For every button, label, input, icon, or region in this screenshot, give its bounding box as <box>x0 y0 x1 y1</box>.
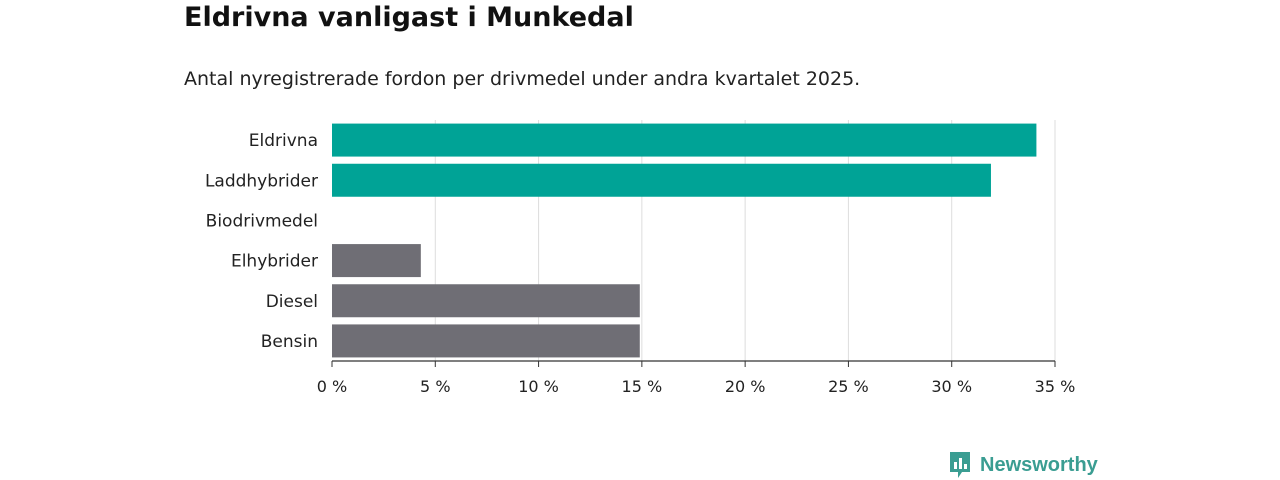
bar-chart: 0 % 5 % 10 % 15 % 20 % 25 % 30 % 35 % Eldrivna L… <box>205 120 1076 396</box>
category-label: Diesel <box>266 292 318 312</box>
brand-name: Newsworthy <box>980 454 1098 476</box>
x-tick-label: 30 % <box>931 377 972 396</box>
x-tick-label: 0 % <box>317 377 347 396</box>
category-label: Biodrivmedel <box>206 211 318 231</box>
x-tick-label: 35 % <box>1035 377 1076 396</box>
x-axis: 0 % 5 % 10 % 15 % 20 % 25 % 30 % 35 % <box>317 360 1076 396</box>
bar-chart-speech-bubble-icon <box>950 452 970 478</box>
category-label: Bensin <box>261 332 318 352</box>
category-label: Elhybrider <box>231 252 318 272</box>
x-tick-label: 15 % <box>622 377 663 396</box>
brand-logo: Newsworthy <box>948 450 1098 480</box>
x-tick-label: 20 % <box>725 377 766 396</box>
x-tick-label: 5 % <box>420 377 450 396</box>
bar <box>332 244 421 278</box>
bar <box>332 324 640 358</box>
bar <box>332 123 1037 157</box>
category-label: Laddhybrider <box>205 171 318 191</box>
category-label: Eldrivna <box>249 131 318 151</box>
chart-title: Eldrivna vanligast i Munkedal <box>184 2 634 33</box>
chart-subtitle: Antal nyregistrerade fordon per drivmede… <box>184 68 861 90</box>
x-tick-label: 10 % <box>518 377 559 396</box>
x-tick-label: 25 % <box>828 377 869 396</box>
gridlines <box>434 120 1056 361</box>
bar <box>332 284 640 318</box>
bars <box>332 123 1037 358</box>
bar <box>332 163 991 197</box>
category-labels: Eldrivna Laddhybrider Biodrivmedel Elhybrid… <box>205 131 318 352</box>
